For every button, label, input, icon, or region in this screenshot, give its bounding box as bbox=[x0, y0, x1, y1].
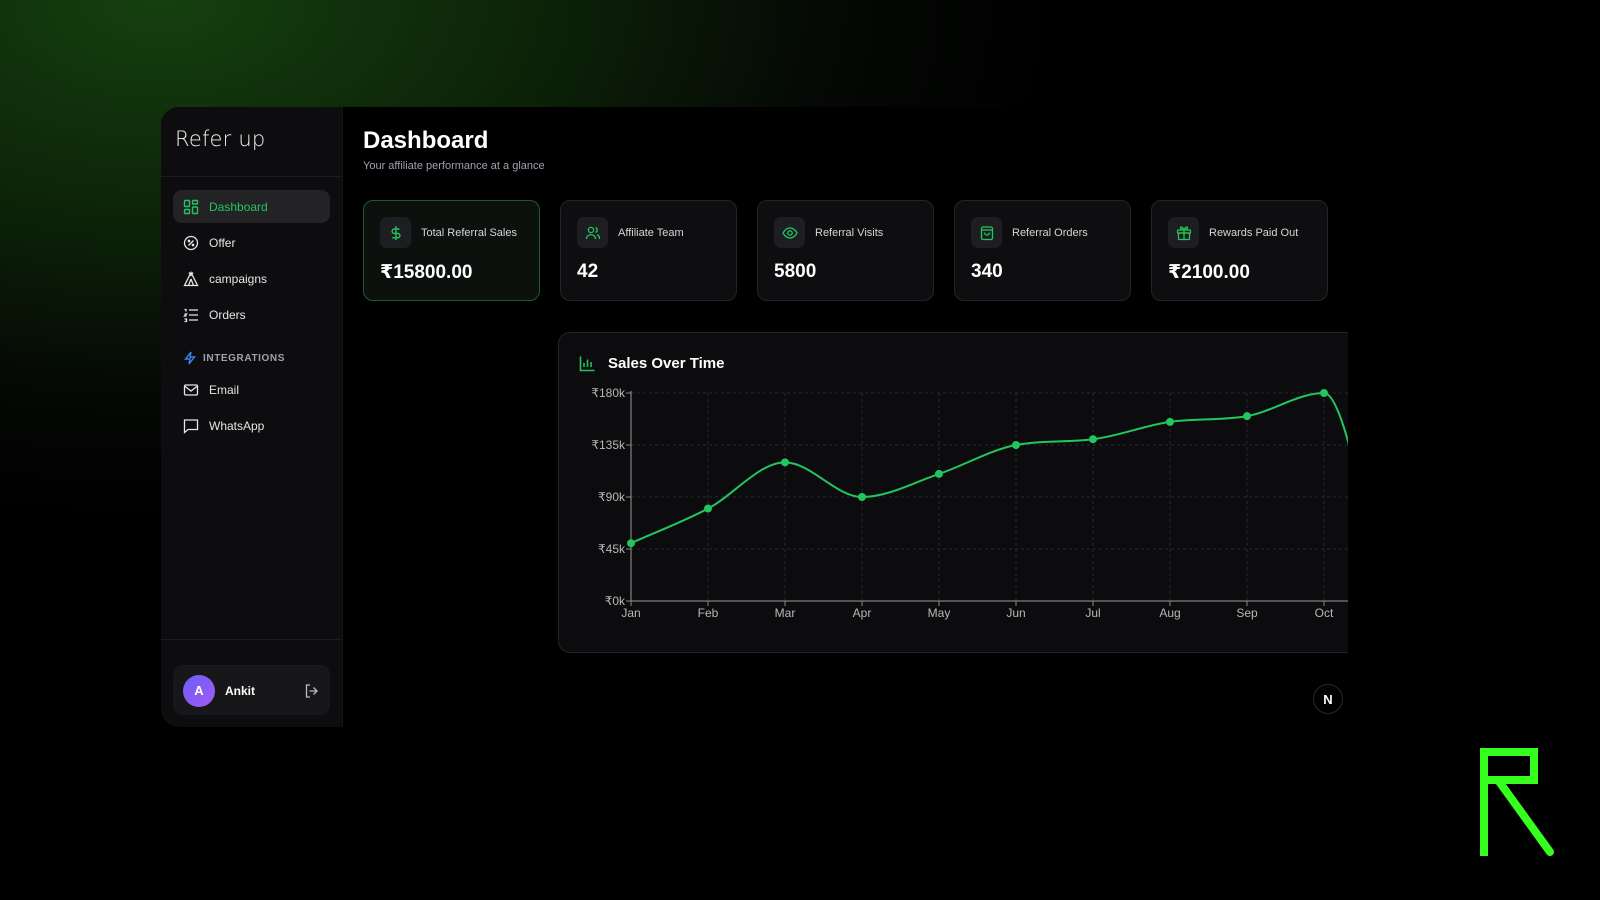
sidebar-item-orders[interactable]: Orders bbox=[173, 298, 330, 331]
chart-header: Sales Over Time bbox=[579, 355, 724, 372]
series-line bbox=[630, 391, 1348, 545]
offer-badge-icon bbox=[183, 235, 199, 251]
y-tick-label: ₹90k bbox=[598, 490, 626, 504]
list-icon bbox=[183, 307, 199, 323]
users-icon bbox=[577, 217, 608, 248]
mail-icon bbox=[183, 382, 199, 398]
data-point bbox=[1012, 441, 1020, 449]
data-point bbox=[1166, 417, 1174, 426]
shopping-bag-icon bbox=[971, 217, 1002, 248]
gift-icon bbox=[1168, 217, 1199, 248]
sales-chart-card: ₹0k ₹45k ₹90k ₹135k ₹180k Jan Feb Mar Apr May Jun J… bbox=[558, 332, 1348, 653]
integrations-section-label: INTEGRATIONS bbox=[183, 349, 330, 367]
sidebar-item-email[interactable]: Email bbox=[173, 373, 330, 406]
stat-value: ₹15800.00 bbox=[380, 262, 473, 283]
x-tick-label: Jun bbox=[1006, 606, 1025, 620]
bar-chart-icon bbox=[579, 356, 595, 372]
x-tick-label: Apr bbox=[853, 606, 872, 620]
x-tick-label: Feb bbox=[698, 606, 719, 620]
stat-label: Rewards Paid Out bbox=[1209, 226, 1299, 239]
data-point bbox=[627, 539, 635, 548]
stat-card-referral-visits[interactable]: Referral Visits 5800 bbox=[757, 200, 934, 301]
data-point bbox=[858, 493, 866, 501]
dashboard-grid-icon bbox=[183, 199, 199, 215]
stat-label: Affiliate Team bbox=[618, 226, 684, 239]
zap-icon bbox=[183, 351, 197, 365]
user-profile[interactable]: A Ankit bbox=[173, 665, 330, 715]
tent-icon bbox=[183, 270, 199, 287]
y-tick-label: ₹180k bbox=[591, 386, 626, 400]
x-tick-label: May bbox=[928, 606, 951, 620]
stat-label: Referral Visits bbox=[815, 226, 884, 239]
x-tick-label: Jul bbox=[1085, 606, 1100, 620]
n-badge[interactable]: N bbox=[1313, 684, 1343, 714]
user-name: Ankit bbox=[225, 683, 255, 698]
brand: Refer up bbox=[161, 107, 342, 177]
message-square-icon bbox=[183, 418, 199, 434]
data-point bbox=[704, 504, 712, 513]
sales-line-chart: ₹0k ₹45k ₹90k ₹135k ₹180k Jan Feb Mar Apr May Jun J… bbox=[591, 386, 1348, 620]
sidebar-item-whatsapp[interactable]: WhatsApp bbox=[173, 409, 330, 442]
app-window: Refer up Dashboard Offer campaigns bbox=[161, 107, 1348, 727]
sidebar-item-label: campaigns bbox=[209, 271, 268, 286]
sidebar: Refer up Dashboard Offer campaigns bbox=[161, 107, 343, 727]
avatar: A bbox=[183, 674, 215, 707]
x-tick-label: Mar bbox=[775, 606, 796, 620]
page-title: Dashboard bbox=[363, 127, 489, 154]
sidebar-item-label: Offer bbox=[209, 235, 236, 250]
stat-label: Referral Orders bbox=[1012, 226, 1088, 239]
stat-card-referral-orders[interactable]: Referral Orders 340 bbox=[954, 200, 1131, 301]
sidebar-item-label: Orders bbox=[209, 307, 246, 322]
sidebar-item-offer[interactable]: Offer bbox=[173, 226, 330, 259]
sidebar-item-label: Dashboard bbox=[209, 199, 268, 214]
logout-icon[interactable] bbox=[304, 683, 320, 699]
dollar-icon bbox=[380, 217, 411, 248]
sidebar-item-label: Email bbox=[209, 382, 240, 397]
data-point bbox=[935, 469, 943, 478]
x-tick-label: Aug bbox=[1159, 606, 1180, 620]
page-subtitle: Your affiliate performance at a glance bbox=[363, 160, 545, 172]
stat-card-affiliate-team[interactable]: Affiliate Team 42 bbox=[560, 200, 737, 301]
eye-icon bbox=[774, 217, 805, 248]
brand-name: Refer up bbox=[175, 127, 266, 151]
main-content: Dashboard Your affiliate performance at … bbox=[343, 107, 1348, 727]
y-tick-label: ₹45k bbox=[598, 542, 626, 556]
data-point bbox=[1320, 389, 1328, 397]
stats-row: Total Referral Sales ₹15800.00 Affiliate… bbox=[363, 200, 1328, 301]
sidebar-item-dashboard[interactable]: Dashboard bbox=[173, 190, 330, 223]
stat-label: Total Referral Sales bbox=[421, 226, 517, 239]
stat-value: 5800 bbox=[774, 261, 817, 282]
stat-value: 42 bbox=[577, 261, 599, 282]
stat-card-total-referral-sales[interactable]: Total Referral Sales ₹15800.00 bbox=[363, 200, 540, 301]
sidebar-item-campaigns[interactable]: campaigns bbox=[173, 262, 330, 295]
y-tick-label: ₹0k bbox=[605, 594, 626, 608]
sidebar-item-label: WhatsApp bbox=[209, 418, 265, 433]
y-tick-label: ₹135k bbox=[591, 438, 626, 452]
x-tick-label: Sep bbox=[1236, 606, 1258, 620]
user-divider bbox=[161, 639, 342, 640]
x-tick-label: Oct bbox=[1315, 606, 1334, 620]
data-point bbox=[781, 458, 789, 467]
stat-card-rewards-paid-out[interactable]: Rewards Paid Out ₹2100.00 bbox=[1151, 200, 1328, 301]
sidebar-nav: Dashboard Offer campaigns Orders bbox=[161, 177, 342, 442]
chart-title: Sales Over Time bbox=[608, 355, 725, 372]
stat-value: 340 bbox=[971, 261, 1003, 282]
x-tick-label: Jan bbox=[621, 606, 640, 620]
data-point bbox=[1243, 412, 1251, 421]
r-logo-icon bbox=[1480, 748, 1554, 856]
stat-value: ₹2100.00 bbox=[1168, 262, 1250, 283]
data-point bbox=[1089, 435, 1097, 444]
